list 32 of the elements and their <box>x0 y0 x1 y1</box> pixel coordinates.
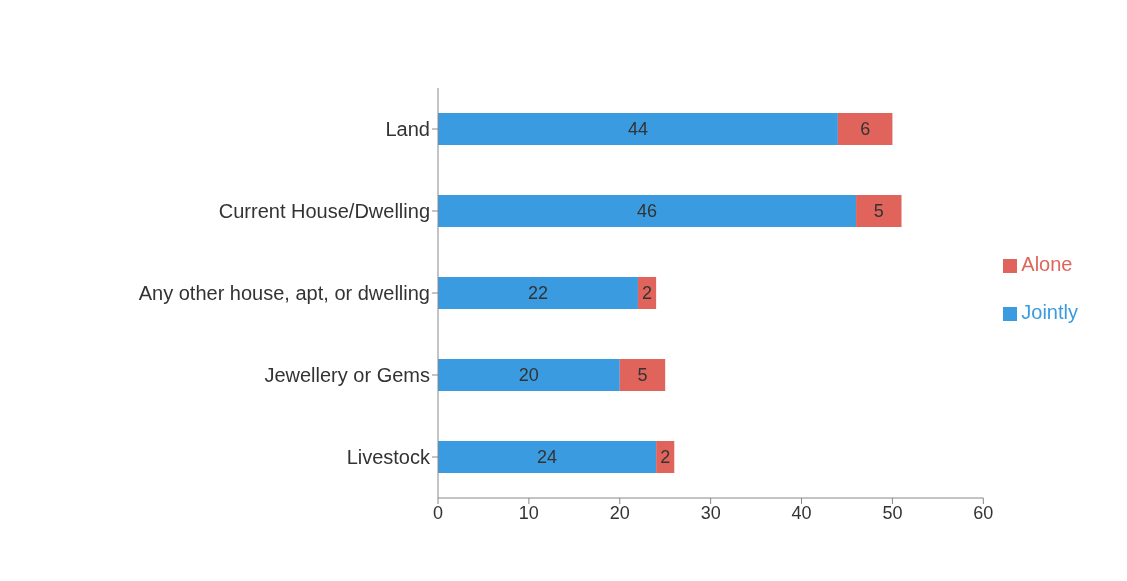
y-tick-label: Jewellery or Gems <box>264 364 430 387</box>
x-tick-label: 0 <box>432 502 444 523</box>
bar <box>438 277 638 309</box>
bar <box>856 195 902 227</box>
data-label: 5 <box>873 201 884 222</box>
x-tick-label: 30 <box>700 502 721 523</box>
x-tick-label: 60 <box>973 502 994 523</box>
data-label: 6 <box>860 119 871 140</box>
data-label: 24 <box>537 447 558 468</box>
bar <box>619 359 666 391</box>
legend-label: Jointly <box>1021 301 1078 323</box>
data-label: 44 <box>627 119 648 140</box>
bar <box>438 359 620 391</box>
x-tick-label: 20 <box>609 502 630 523</box>
y-tick-label: Current House/Dwelling <box>218 200 430 223</box>
y-tick-label: Land <box>385 118 430 141</box>
bar <box>438 113 838 145</box>
bar <box>837 113 893 145</box>
data-label: 2 <box>660 447 671 468</box>
x-tick-label: 40 <box>791 502 812 523</box>
legend-label: Alone <box>1021 253 1073 275</box>
y-tick-label: Livestock <box>346 446 431 469</box>
data-label: 5 <box>637 365 648 386</box>
data-label: 46 <box>637 201 658 222</box>
y-tick-label: Any other house, apt, or dwelling <box>138 282 430 305</box>
x-tick-label: 50 <box>882 502 903 523</box>
bar <box>438 441 657 473</box>
bar <box>438 195 857 227</box>
x-tick-label: 10 <box>518 502 539 523</box>
data-label: 22 <box>527 283 548 304</box>
data-label: 20 <box>518 365 539 386</box>
data-label: 2 <box>642 283 653 304</box>
